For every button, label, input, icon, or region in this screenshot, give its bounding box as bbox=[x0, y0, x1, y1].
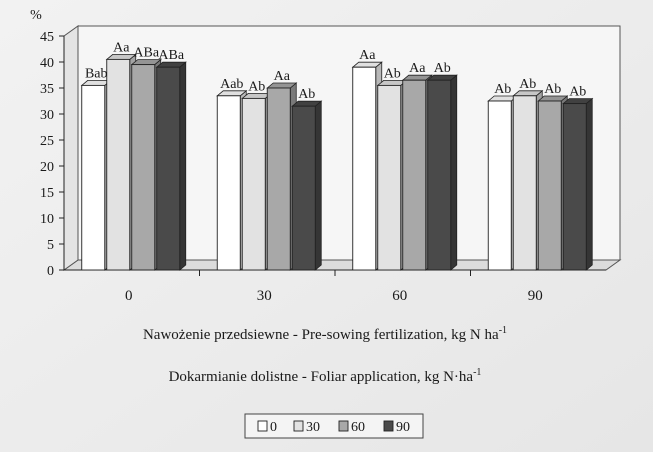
bar bbox=[562, 97, 594, 271]
bar-side bbox=[179, 61, 187, 271]
bar bbox=[291, 100, 323, 271]
data-label: Ab bbox=[298, 87, 315, 102]
bar-front bbox=[216, 95, 241, 271]
bar-front bbox=[291, 105, 316, 271]
data-label: Aa bbox=[274, 69, 291, 84]
bar-front bbox=[131, 64, 156, 271]
x-category-label: 90 bbox=[528, 288, 543, 304]
data-label: Ab bbox=[494, 82, 511, 97]
bar bbox=[155, 61, 187, 271]
bar-front bbox=[377, 84, 402, 271]
x-category-label: 30 bbox=[257, 288, 272, 304]
bar-front bbox=[266, 87, 291, 271]
legend: 0 30 60 90 bbox=[244, 413, 424, 439]
y-tick-label: 10 bbox=[40, 212, 54, 227]
legend-label: 90 bbox=[396, 420, 410, 435]
data-label: Ab bbox=[519, 77, 536, 92]
bar-front bbox=[402, 79, 427, 271]
bar-front bbox=[562, 103, 587, 271]
data-label: Aa bbox=[409, 61, 426, 76]
x-axis-title-line2: Dokarmianie dolistne - Foliar applicatio… bbox=[169, 367, 482, 385]
legend-swatch bbox=[383, 420, 394, 432]
x-axis-title-line1: Nawożenie przedsiewne - Pre-sowing ferti… bbox=[143, 325, 507, 343]
x-axis-title-line2-sup: -1 bbox=[473, 367, 481, 378]
bar-side bbox=[585, 97, 593, 271]
bar-front bbox=[487, 100, 512, 271]
data-label: ABa bbox=[158, 48, 184, 63]
data-label: Ab bbox=[434, 61, 451, 76]
bar-front bbox=[537, 100, 562, 271]
legend-label: 60 bbox=[351, 420, 365, 435]
bar-side bbox=[314, 100, 322, 271]
y-tick-label: 15 bbox=[40, 186, 54, 201]
legend-swatch bbox=[338, 420, 349, 432]
data-label: Bab bbox=[85, 66, 108, 81]
y-tick-label: 40 bbox=[40, 56, 54, 71]
legend-swatch bbox=[257, 420, 268, 432]
bar bbox=[426, 74, 458, 271]
data-label: ABa bbox=[133, 46, 159, 61]
x-axis-title-line2-text: Dokarmianie dolistne - Foliar applicatio… bbox=[169, 369, 474, 385]
y-tick-label: 0 bbox=[47, 264, 54, 279]
data-label: Ab bbox=[384, 66, 401, 81]
data-label: Aa bbox=[113, 40, 130, 55]
data-label: Ab bbox=[248, 79, 265, 94]
x-axis-title-line1-sup: -1 bbox=[499, 325, 507, 336]
data-label: Ab bbox=[544, 82, 561, 97]
bar-front bbox=[106, 58, 131, 271]
y-tick-label: 20 bbox=[40, 160, 54, 175]
bar-front bbox=[352, 66, 377, 271]
x-category-label: 60 bbox=[392, 288, 407, 304]
legend-swatch bbox=[293, 420, 304, 432]
legend-label: 30 bbox=[306, 420, 320, 435]
data-label: Aa bbox=[359, 48, 376, 63]
legend-label: 0 bbox=[270, 420, 277, 435]
y-tick-label: 5 bbox=[47, 238, 54, 253]
bar-front bbox=[81, 84, 106, 271]
bars-group bbox=[80, 53, 594, 271]
x-axis-title-line1-text: Nawożenie przedsiewne - Pre-sowing ferti… bbox=[143, 327, 499, 343]
data-label: Ab bbox=[569, 85, 586, 100]
y-tick-label: 30 bbox=[40, 108, 54, 123]
y-tick-label: 35 bbox=[40, 82, 54, 97]
bar-front bbox=[512, 95, 537, 271]
y-unit-label: % bbox=[30, 8, 42, 23]
data-label: Aab bbox=[220, 77, 243, 92]
side-wall bbox=[63, 25, 79, 271]
y-tick-label: 25 bbox=[40, 134, 54, 149]
bar-front bbox=[427, 79, 452, 271]
x-category-label: 0 bbox=[125, 288, 133, 304]
y-tick-label: 45 bbox=[40, 30, 54, 45]
plot-walls bbox=[62, 25, 622, 271]
bar-front bbox=[241, 97, 266, 271]
bar-side bbox=[450, 74, 458, 271]
bar-front bbox=[156, 66, 181, 271]
